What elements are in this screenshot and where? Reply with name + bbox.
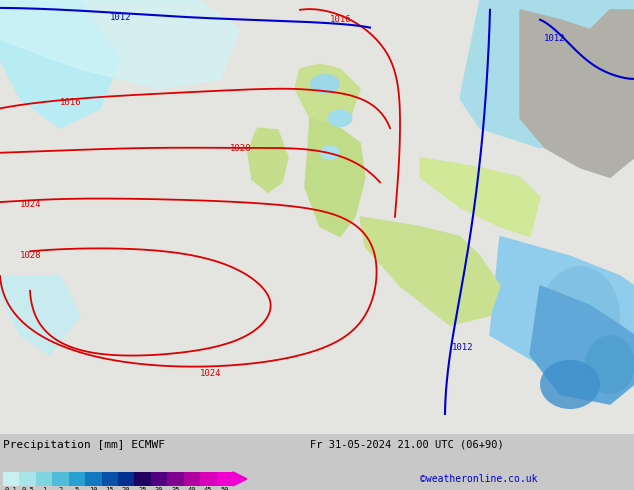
Text: Precipitation [mm] ECMWF: Precipitation [mm] ECMWF: [3, 440, 165, 450]
Text: 1024: 1024: [200, 369, 221, 378]
Bar: [118, 472, 134, 486]
Text: 1016: 1016: [330, 15, 351, 24]
Text: 1020: 1020: [230, 144, 252, 153]
Ellipse shape: [540, 266, 620, 365]
Polygon shape: [360, 217, 500, 325]
Ellipse shape: [328, 109, 353, 127]
Text: 25: 25: [138, 487, 147, 490]
Text: 40: 40: [188, 487, 196, 490]
Bar: [217, 472, 233, 486]
Ellipse shape: [310, 74, 340, 94]
Polygon shape: [420, 158, 540, 237]
Text: ©weatheronline.co.uk: ©weatheronline.co.uk: [420, 474, 538, 484]
Bar: [52, 472, 68, 486]
Polygon shape: [490, 237, 634, 374]
Bar: [101, 472, 118, 486]
Ellipse shape: [320, 146, 340, 160]
Text: 0.5: 0.5: [22, 487, 34, 490]
Bar: [36, 472, 52, 486]
Text: 0.1: 0.1: [5, 487, 18, 490]
Bar: [68, 472, 85, 486]
Polygon shape: [0, 0, 120, 128]
Ellipse shape: [585, 335, 634, 394]
Text: Fr 31-05-2024 21.00 UTC (06+90): Fr 31-05-2024 21.00 UTC (06+90): [310, 440, 504, 450]
Text: 5: 5: [75, 487, 79, 490]
Bar: [3, 472, 20, 486]
Bar: [151, 472, 167, 486]
Bar: [134, 472, 151, 486]
Polygon shape: [0, 276, 80, 355]
Text: 20: 20: [122, 487, 131, 490]
Bar: [167, 472, 184, 486]
Text: 1: 1: [42, 487, 46, 490]
Polygon shape: [305, 118, 365, 237]
Bar: [184, 472, 200, 486]
Polygon shape: [248, 128, 288, 192]
Text: 10: 10: [89, 487, 98, 490]
Text: 35: 35: [171, 487, 180, 490]
Text: 15: 15: [105, 487, 114, 490]
Ellipse shape: [540, 360, 600, 409]
Text: 1016: 1016: [60, 98, 82, 107]
Polygon shape: [520, 10, 634, 177]
Bar: [85, 472, 101, 486]
Text: 1012: 1012: [452, 343, 474, 352]
Text: 2: 2: [58, 487, 63, 490]
Text: 1024: 1024: [20, 200, 41, 209]
Polygon shape: [295, 64, 360, 128]
Polygon shape: [530, 286, 634, 404]
Polygon shape: [0, 0, 240, 89]
Polygon shape: [460, 0, 634, 148]
Text: 50: 50: [221, 487, 229, 490]
Bar: [200, 472, 217, 486]
Text: 1028: 1028: [20, 251, 41, 260]
Text: 45: 45: [204, 487, 212, 490]
Text: 30: 30: [155, 487, 164, 490]
Polygon shape: [233, 472, 247, 486]
Text: 1012: 1012: [544, 34, 566, 44]
Text: 1012: 1012: [110, 13, 131, 22]
Bar: [20, 472, 36, 486]
